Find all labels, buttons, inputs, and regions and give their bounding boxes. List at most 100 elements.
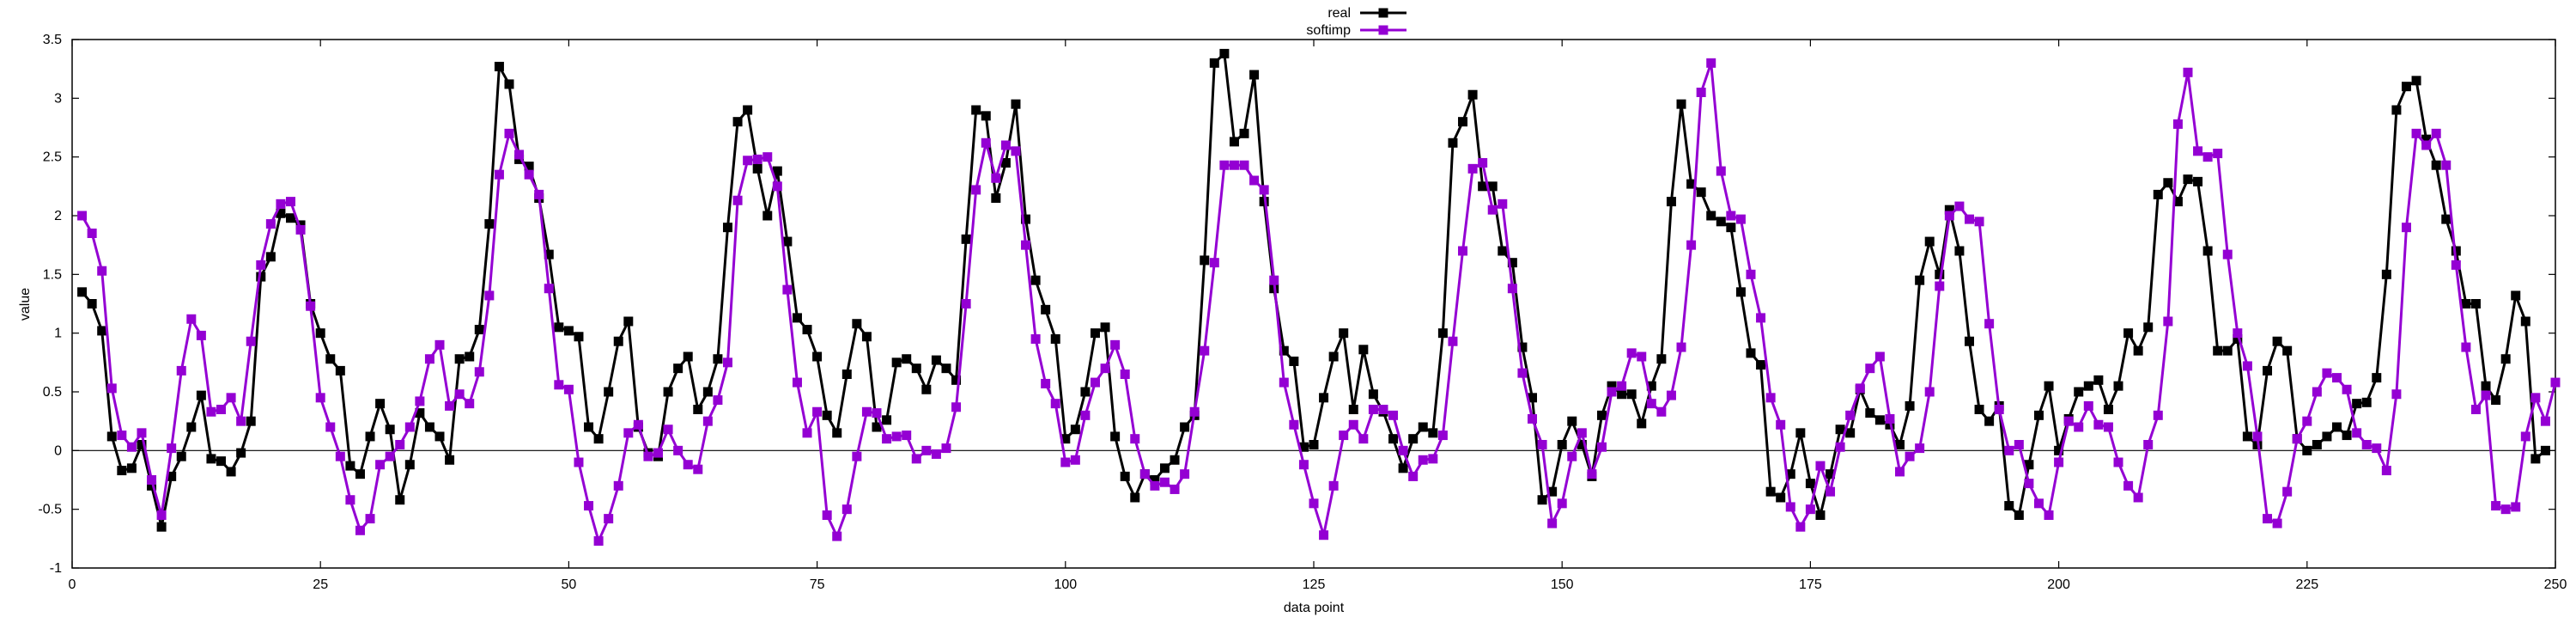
point-softimp-241 bbox=[2470, 405, 2481, 414]
point-softimp-121 bbox=[1279, 377, 1289, 388]
point-softimp-218 bbox=[2242, 361, 2252, 371]
point-real-205 bbox=[2113, 381, 2123, 391]
series-layer bbox=[77, 48, 2561, 547]
point-real-175 bbox=[1815, 510, 1826, 520]
point-softimp-27 bbox=[345, 495, 355, 505]
point-softimp-6 bbox=[137, 428, 147, 438]
point-softimp-63 bbox=[702, 416, 713, 426]
point-real-4 bbox=[117, 466, 127, 476]
point-real-53 bbox=[604, 387, 614, 397]
point-softimp-30 bbox=[375, 460, 386, 470]
point-real-13 bbox=[206, 454, 216, 464]
point-real-137 bbox=[1437, 328, 1448, 339]
x-tick-label-7: 175 bbox=[1799, 577, 1822, 592]
point-softimp-243 bbox=[2491, 501, 2501, 511]
point-real-141 bbox=[1478, 181, 1488, 192]
point-real-154 bbox=[1607, 381, 1617, 391]
point-real-153 bbox=[1596, 410, 1607, 420]
point-softimp-25 bbox=[325, 422, 336, 432]
point-real-190 bbox=[1964, 336, 1974, 346]
point-real-181 bbox=[1874, 415, 1885, 425]
point-real-206 bbox=[2123, 328, 2134, 339]
point-softimp-14 bbox=[216, 405, 227, 414]
point-softimp-186 bbox=[1924, 387, 1935, 397]
point-softimp-110 bbox=[1170, 484, 1180, 494]
point-real-127 bbox=[1339, 328, 1349, 339]
point-softimp-207 bbox=[2133, 492, 2143, 503]
point-real-156 bbox=[1626, 389, 1637, 400]
point-real-198 bbox=[2044, 381, 2054, 391]
point-softimp-88 bbox=[951, 402, 962, 412]
legend: real softimp bbox=[1306, 6, 1406, 38]
point-softimp-125 bbox=[1319, 530, 1329, 541]
point-real-161 bbox=[1676, 99, 1686, 109]
point-real-61 bbox=[683, 351, 693, 362]
point-real-34 bbox=[415, 408, 425, 418]
point-softimp-49 bbox=[563, 384, 574, 394]
point-softimp-247 bbox=[2530, 393, 2541, 403]
point-softimp-201 bbox=[2074, 422, 2084, 432]
point-softimp-206 bbox=[2123, 480, 2134, 491]
point-softimp-120 bbox=[1269, 275, 1279, 285]
point-real-151 bbox=[1577, 440, 1587, 449]
point-softimp-111 bbox=[1180, 469, 1190, 479]
point-softimp-72 bbox=[792, 377, 802, 388]
point-real-135 bbox=[1418, 422, 1428, 432]
point-real-213 bbox=[2193, 176, 2203, 186]
point-softimp-190 bbox=[1964, 214, 1974, 224]
point-real-11 bbox=[186, 422, 197, 432]
point-softimp-109 bbox=[1159, 477, 1170, 487]
point-softimp-108 bbox=[1150, 480, 1160, 491]
point-real-63 bbox=[702, 387, 713, 397]
point-softimp-193 bbox=[1994, 405, 2004, 414]
point-real-33 bbox=[404, 460, 415, 470]
point-real-231 bbox=[2372, 373, 2382, 383]
point-softimp-209 bbox=[2153, 410, 2163, 420]
point-softimp-164 bbox=[1706, 58, 1716, 68]
point-real-20 bbox=[276, 208, 286, 218]
point-softimp-172 bbox=[1785, 502, 1795, 512]
point-real-187 bbox=[1935, 269, 1945, 279]
point-real-146 bbox=[1527, 393, 1537, 403]
point-softimp-220 bbox=[2263, 514, 2273, 524]
point-real-176 bbox=[1826, 469, 1836, 479]
point-real-145 bbox=[1517, 342, 1528, 352]
point-softimp-104 bbox=[1110, 339, 1121, 350]
point-softimp-28 bbox=[355, 525, 365, 535]
x-tick-label-10: 250 bbox=[2544, 577, 2567, 592]
point-softimp-7 bbox=[147, 475, 157, 485]
point-real-123 bbox=[1298, 442, 1309, 452]
point-softimp-102 bbox=[1091, 377, 1101, 388]
point-real-105 bbox=[1120, 471, 1130, 481]
y-tick-label-2: 0 bbox=[54, 443, 62, 458]
point-real-243 bbox=[2491, 395, 2501, 406]
plot-frame bbox=[71, 39, 2556, 569]
point-softimp-153 bbox=[1596, 442, 1607, 452]
legend-marker-softimp bbox=[1378, 25, 1388, 35]
point-softimp-43 bbox=[504, 128, 514, 138]
x-tick-label-6: 150 bbox=[1551, 577, 1574, 592]
y-tick-label-0: -1 bbox=[50, 561, 62, 576]
point-softimp-169 bbox=[1756, 313, 1766, 323]
point-softimp-118 bbox=[1249, 175, 1260, 186]
point-softimp-222 bbox=[2282, 486, 2293, 497]
point-real-43 bbox=[504, 79, 514, 89]
point-softimp-65 bbox=[722, 357, 732, 368]
point-real-78 bbox=[852, 319, 862, 329]
point-real-24 bbox=[315, 328, 325, 339]
point-real-86 bbox=[931, 355, 941, 365]
point-real-7 bbox=[147, 480, 157, 491]
point-softimp-46 bbox=[534, 189, 544, 199]
point-real-177 bbox=[1835, 424, 1845, 435]
point-softimp-171 bbox=[1776, 419, 1786, 430]
point-softimp-41 bbox=[484, 290, 495, 301]
point-real-110 bbox=[1170, 455, 1180, 465]
y-tick-label-8: 3 bbox=[54, 91, 62, 106]
point-real-217 bbox=[2233, 334, 2243, 344]
point-softimp-52 bbox=[593, 536, 604, 547]
point-softimp-23 bbox=[306, 301, 316, 311]
point-real-218 bbox=[2242, 431, 2252, 442]
point-softimp-66 bbox=[732, 195, 743, 205]
point-real-233 bbox=[2391, 105, 2402, 115]
point-softimp-159 bbox=[1656, 406, 1667, 417]
